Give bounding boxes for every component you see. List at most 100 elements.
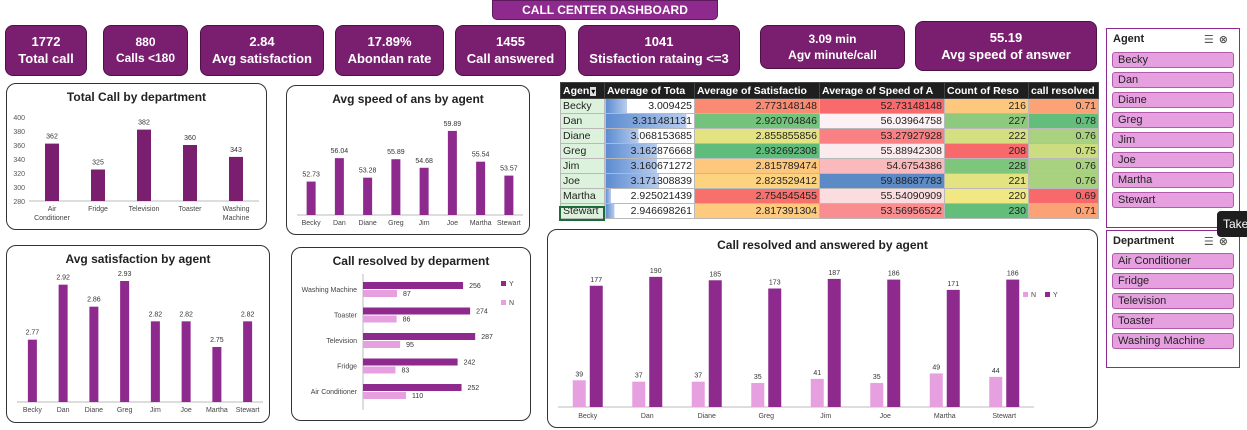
slicer-item[interactable]: Greg (1112, 112, 1234, 128)
table-cell[interactable]: 2.754545455 (694, 188, 820, 204)
slicer-item[interactable]: Toaster (1112, 313, 1234, 329)
multi-select-icon[interactable]: ☰ (1203, 34, 1219, 46)
clear-filter-icon[interactable]: ⊗ (1218, 236, 1233, 248)
multi-select-icon[interactable]: ☰ (1203, 236, 1219, 248)
table-cell[interactable]: Jim (560, 158, 605, 174)
table-cell[interactable]: Joe (560, 173, 605, 189)
table-cell[interactable]: 55.88942308 (819, 143, 945, 159)
table-row[interactable]: Becky 3.009425 2.773148148 52.73148148 216 0.… (560, 98, 1099, 114)
table-cell[interactable]: 3.162876668 (604, 143, 695, 159)
table-cell[interactable]: 54.6754386 (819, 158, 945, 174)
data-label: 55.54 (472, 152, 490, 159)
kpi-value: 55.19 (989, 29, 1023, 45)
table-cell[interactable]: Martha (560, 188, 605, 204)
table-cell[interactable]: 2.817391304 (694, 203, 820, 219)
slicer-item[interactable]: Diane (1112, 92, 1234, 108)
table-cell[interactable]: 0.71 (1028, 203, 1099, 219)
table-cell[interactable]: 0.76 (1028, 128, 1099, 144)
kpi-total-call: 1772 Total call (5, 25, 87, 76)
table-header-avg-total: Average of Tota (604, 82, 695, 99)
table-row[interactable]: Dan 3.311481131 2.920704846 56.03964758 227 0… (560, 113, 1099, 129)
clear-filter-icon[interactable]: ⊗ (1218, 34, 1233, 46)
slicer-item[interactable]: Joe (1112, 152, 1234, 168)
table-cell[interactable]: Greg (560, 143, 605, 159)
data-label: 274 (476, 309, 488, 316)
slicer-item[interactable]: Television (1112, 293, 1234, 309)
table-cell[interactable]: 2.815789474 (694, 158, 820, 174)
table-cell[interactable]: 3.068153685 (604, 128, 695, 144)
category-label: Fridge (88, 206, 108, 213)
data-label: 185 (709, 271, 721, 278)
table-cell[interactable]: 56.03964758 (819, 113, 945, 129)
dashboard-title: CALL CENTER DASHBOARD (492, 0, 718, 20)
table-cell[interactable]: 228 (944, 158, 1029, 174)
slicer-item[interactable]: Jim (1112, 132, 1234, 148)
slicer-item[interactable]: Fridge (1112, 273, 1234, 289)
table-cell[interactable]: 227 (944, 113, 1029, 129)
table-cell[interactable]: Becky (560, 98, 605, 114)
data-label: 186 (888, 271, 900, 278)
chart-call-resolved-answered-by-agent[interactable]: Call resolved and answered by agent 39 17… (547, 229, 1098, 428)
filter-dropdown-icon[interactable]: ▾ (590, 86, 597, 96)
department-slicer[interactable]: Department ☰⊗ Air Conditioner Fridge Telev… (1106, 230, 1240, 368)
table-row[interactable]: Jim 3.160671272 2.815789474 54.6754386 228 0.… (560, 158, 1099, 174)
chart-avg-satisfaction-by-agent[interactable]: Avg satisfaction by agent 2.77 Becky 2.92 D… (6, 245, 270, 423)
table-cell[interactable]: 3.160671272 (604, 158, 695, 174)
table-cell[interactable]: 2.855855856 (694, 128, 820, 144)
table-cell[interactable]: 59.88687783 (819, 173, 945, 189)
slicer-item[interactable]: Stewart (1112, 192, 1234, 208)
bar (572, 380, 586, 407)
table-cell[interactable]: 0.75 (1028, 143, 1099, 159)
slicer-item[interactable]: Washing Machine (1112, 333, 1234, 349)
table-cell[interactable]: 3.009425 (604, 98, 695, 114)
table-cell[interactable]: Dan (560, 113, 605, 129)
table-cell[interactable]: 2.773148148 (694, 98, 820, 114)
slicer-item[interactable]: Dan (1112, 72, 1234, 88)
chart-total-call-by-department[interactable]: Total Call by department 280 300 320 340 360… (6, 83, 267, 230)
slicer-item[interactable]: Becky (1112, 52, 1234, 68)
table-cell[interactable]: 2.946698261 (604, 203, 695, 219)
table-cell[interactable]: 0.69 (1028, 188, 1099, 204)
slicer-item[interactable]: Air Conditioner (1112, 253, 1234, 269)
table-cell[interactable]: 0.78 (1028, 113, 1099, 129)
bar (476, 161, 486, 215)
table-row[interactable]: Joe 3.171308839 2.823529412 59.88687783 221 0… (560, 173, 1099, 189)
chart-title: Avg speed of ans by agent (332, 92, 484, 106)
table-cell[interactable]: 230 (944, 203, 1029, 219)
chart-avg-speed-by-agent[interactable]: Avg speed of ans by agent 52.73 Becky 56.0… (286, 85, 530, 235)
table-cell[interactable]: 55.54090909 (819, 188, 945, 204)
table-cell[interactable]: 0.76 (1028, 173, 1099, 189)
table-cell[interactable]: 221 (944, 173, 1029, 189)
category-label: Martha (206, 407, 228, 414)
table-row[interactable]: Diane 3.068153685 2.855855856 53.27927928 22… (560, 128, 1099, 144)
category-label: Dan (333, 220, 346, 227)
table-cell[interactable]: Diane (560, 128, 605, 144)
table-cell[interactable]: 2.925021439 (604, 188, 695, 204)
chart-call-resolved-by-department[interactable]: Call resolved by deparment Washing Machi… (291, 247, 531, 421)
agent-pivot-table[interactable]: Agen ▾ Average of Tota Average of Satisfa… (560, 82, 1099, 219)
table-row[interactable]: Stewart 2.946698261 2.817391304 53.56956522… (560, 203, 1099, 219)
table-cell[interactable]: 2.823529412 (694, 173, 820, 189)
table-cell[interactable]: 53.56956522 (819, 203, 945, 219)
table-cell[interactable]: 2.920704846 (694, 113, 820, 129)
slicer-item[interactable]: Martha (1112, 172, 1234, 188)
table-cell[interactable]: 3.171308839 (604, 173, 695, 189)
table-cell[interactable]: 2.932692308 (694, 143, 820, 159)
table-row[interactable]: Greg 3.162876668 2.932692308 55.88942308 208… (560, 143, 1099, 159)
table-cell[interactable]: 52.73148148 (819, 98, 945, 114)
table-cell[interactable]: 0.76 (1028, 158, 1099, 174)
selected-cell[interactable] (559, 206, 605, 221)
table-cell[interactable]: 53.27927928 (819, 128, 945, 144)
table-cell[interactable]: 208 (944, 143, 1029, 159)
bar (363, 384, 462, 391)
table-cell[interactable]: 220 (944, 188, 1029, 204)
table-row[interactable]: Martha 2.925021439 2.754545455 55.54090909 2… (560, 188, 1099, 204)
table-cell[interactable]: 222 (944, 128, 1029, 144)
table-cell[interactable]: 0.71 (1028, 98, 1099, 114)
bar (363, 366, 396, 374)
bar (589, 285, 603, 407)
agent-slicer[interactable]: Agent ☰⊗ Becky Dan Diane Greg Jim Joe Martha St… (1106, 28, 1240, 228)
table-cell[interactable]: 3.311481131 (604, 113, 695, 129)
table-header-agent[interactable]: Agen ▾ (560, 82, 605, 99)
table-cell[interactable]: 216 (944, 98, 1029, 114)
